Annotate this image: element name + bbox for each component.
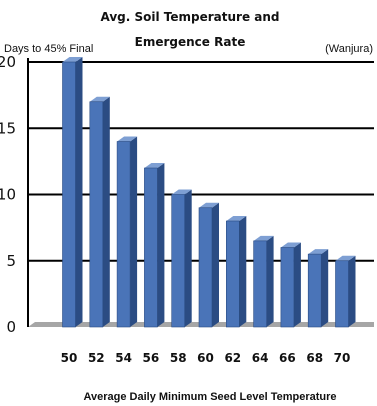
- x-tick-label: 56: [143, 351, 160, 365]
- bar: [307, 253, 322, 328]
- bar-side: [239, 216, 247, 327]
- bar-side: [157, 163, 165, 327]
- bar: [253, 240, 267, 328]
- x-tick-label: 66: [279, 351, 296, 365]
- bar: [116, 141, 131, 328]
- x-tick-label: 58: [170, 351, 187, 365]
- y-tick-label: 10: [0, 186, 16, 204]
- bar-top: [226, 216, 247, 221]
- bar: [335, 260, 349, 328]
- x-axis-label: Average Daily Minimum Seed Level Tempera…: [83, 391, 336, 403]
- bar: [226, 220, 240, 328]
- x-tick-label: 68: [306, 351, 323, 365]
- bar-top: [280, 242, 301, 248]
- x-tick-label: 62: [224, 351, 241, 365]
- bar-top: [335, 255, 356, 261]
- x-tick-label: 50: [61, 351, 78, 365]
- bar: [62, 61, 76, 328]
- bar-top: [199, 202, 219, 208]
- x-tick-label: 54: [115, 351, 132, 365]
- bar-top: [253, 235, 274, 241]
- bar-top: [62, 57, 83, 62]
- bar: [144, 167, 158, 328]
- bar-side: [212, 202, 219, 327]
- bar-side: [102, 96, 110, 327]
- bar-side: [75, 57, 83, 327]
- bar-top: [171, 189, 192, 195]
- y-tick-label: 15: [0, 119, 16, 137]
- y-tick-label: 0: [6, 318, 16, 336]
- bar-top: [89, 96, 110, 102]
- bar-top: [308, 249, 329, 255]
- bar-side: [184, 189, 192, 327]
- y-axis-label: Days to 45% Final: [4, 43, 93, 55]
- bar-side: [130, 136, 138, 327]
- chart-title-line-1: Avg. Soil Temperature and: [100, 10, 279, 24]
- x-tick-label: 64: [252, 351, 269, 365]
- bar-top: [117, 136, 138, 142]
- bar: [198, 207, 213, 328]
- plot-area: 0 5 10 15 20 50 52 54 56 58 60 62 64 66 68 70: [0, 53, 374, 365]
- bar: [171, 194, 185, 328]
- bar-side: [348, 255, 356, 327]
- x-tick-label: 70: [334, 351, 351, 365]
- y-tick-label: 5: [6, 252, 16, 270]
- bar-side: [321, 249, 329, 327]
- x-tick-label: 52: [88, 351, 105, 365]
- y-tick-label: 20: [0, 53, 16, 71]
- bar-side: [293, 242, 301, 327]
- bar: [280, 247, 295, 328]
- x-tick-label: 60: [197, 351, 214, 365]
- bar-top: [144, 163, 165, 168]
- bar-side: [266, 235, 274, 327]
- source-note: (Wanjura): [325, 43, 373, 55]
- chart-title-line-2: Emergence Rate: [135, 35, 246, 49]
- bar: [89, 101, 104, 328]
